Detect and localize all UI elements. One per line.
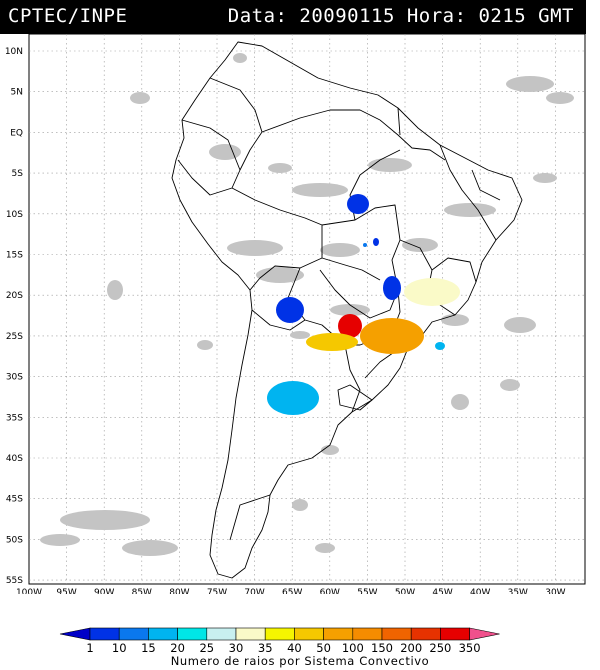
lightning-clusters <box>267 194 460 415</box>
color-bar-tick: 35 <box>258 641 273 654</box>
lat-label: EQ <box>10 128 23 138</box>
lat-label: 25S <box>6 332 23 342</box>
lon-label: 75W <box>207 588 227 594</box>
lat-label: 20S <box>6 291 23 301</box>
color-bar-left-arrow <box>59 627 91 641</box>
color-bar-tick: 100 <box>342 641 364 654</box>
date-time-label: Data: 20090115 Hora: 0215 GMT <box>227 5 574 27</box>
color-bar-tick: 15 <box>141 641 156 654</box>
lat-label: 10N <box>5 47 23 57</box>
color-bar-tick: 10 <box>112 641 127 654</box>
color-bar-caption: Numero de raios por Sistema Convectivo <box>170 654 430 668</box>
map-frame <box>28 34 586 585</box>
color-bar-segment <box>206 627 237 641</box>
color-bar-segment <box>118 627 149 641</box>
lightning-map: 10N5NEQ5S10S15S20S25S30S35S40S45S50S55S … <box>5 34 586 594</box>
lon-label: 80W <box>169 588 189 594</box>
color-bar-segment <box>235 627 266 641</box>
longitude-labels: 100W 95W 90W 85W 80W 75W 70W 65W 60W 55W 50W 45W 40W… <box>16 588 566 594</box>
color-bar-segment <box>264 627 295 641</box>
lon-label: 70W <box>244 588 264 594</box>
lon-label: 55W <box>357 588 377 594</box>
lat-label: 10S <box>6 210 23 220</box>
color-bar-tick: 200 <box>400 641 422 654</box>
source-label: CPTEC/INPE <box>8 5 128 27</box>
map-header: CPTEC/INPE Data: 20090115 Hora: 0215 GMT <box>0 0 586 34</box>
lat-label: 15S <box>6 251 23 261</box>
lat-label: 5S <box>12 169 24 179</box>
lat-label: 5N <box>11 88 23 98</box>
color-bar-segment <box>352 627 383 641</box>
lon-label: 100W <box>16 588 42 594</box>
lon-label: 30W <box>545 588 565 594</box>
lon-label: 50W <box>395 588 415 594</box>
color-bar-tick: 40 <box>287 641 302 654</box>
lon-label: 90W <box>94 588 114 594</box>
latitude-labels: 10N 5N EQ 5S 10S 15S 20S 25S 30S 35S 40S 45S 50S 55S <box>5 47 23 586</box>
color-bar-tick: 150 <box>371 641 393 654</box>
lat-label: 55S <box>6 576 23 586</box>
lat-label: 45S <box>6 495 23 505</box>
lon-label: 65W <box>282 588 302 594</box>
color-bar-tick: 30 <box>229 641 244 654</box>
country-borders <box>171 41 523 579</box>
color-bar-segment <box>148 627 178 641</box>
lon-label: 35W <box>508 588 528 594</box>
color-bar-segment <box>410 627 441 641</box>
lon-label: 40W <box>470 588 490 594</box>
lat-label: 50S <box>6 535 23 545</box>
lon-label: 60W <box>320 588 340 594</box>
cloud-cover <box>40 53 574 556</box>
color-bar-segment <box>89 627 120 641</box>
color-bar-segment <box>323 627 354 641</box>
color-bar-tick: 25 <box>199 641 214 654</box>
color-bar-tick: 250 <box>429 641 451 654</box>
color-bar-tick: 350 <box>459 641 481 654</box>
lon-label: 45W <box>432 588 452 594</box>
color-bar-tick: 20 <box>170 641 185 654</box>
lat-label: 30S <box>6 373 23 383</box>
color-bar-tick: 1 <box>86 641 93 654</box>
color-bar-segment <box>440 627 470 641</box>
color-bar-segment <box>381 627 412 641</box>
color-bar-tick: 50 <box>316 641 331 654</box>
color-bar-segment <box>177 627 208 641</box>
lat-label: 40S <box>6 454 23 464</box>
color-bar-segment <box>294 627 324 641</box>
color-bar: 1 10 15 20 25 30 35 40 50 100 150 200 250 350 <box>59 627 500 654</box>
lon-label: 95W <box>56 588 76 594</box>
lon-label: 85W <box>132 588 152 594</box>
lat-label: 35S <box>6 413 23 423</box>
color-bar-right-arrow <box>469 627 500 641</box>
